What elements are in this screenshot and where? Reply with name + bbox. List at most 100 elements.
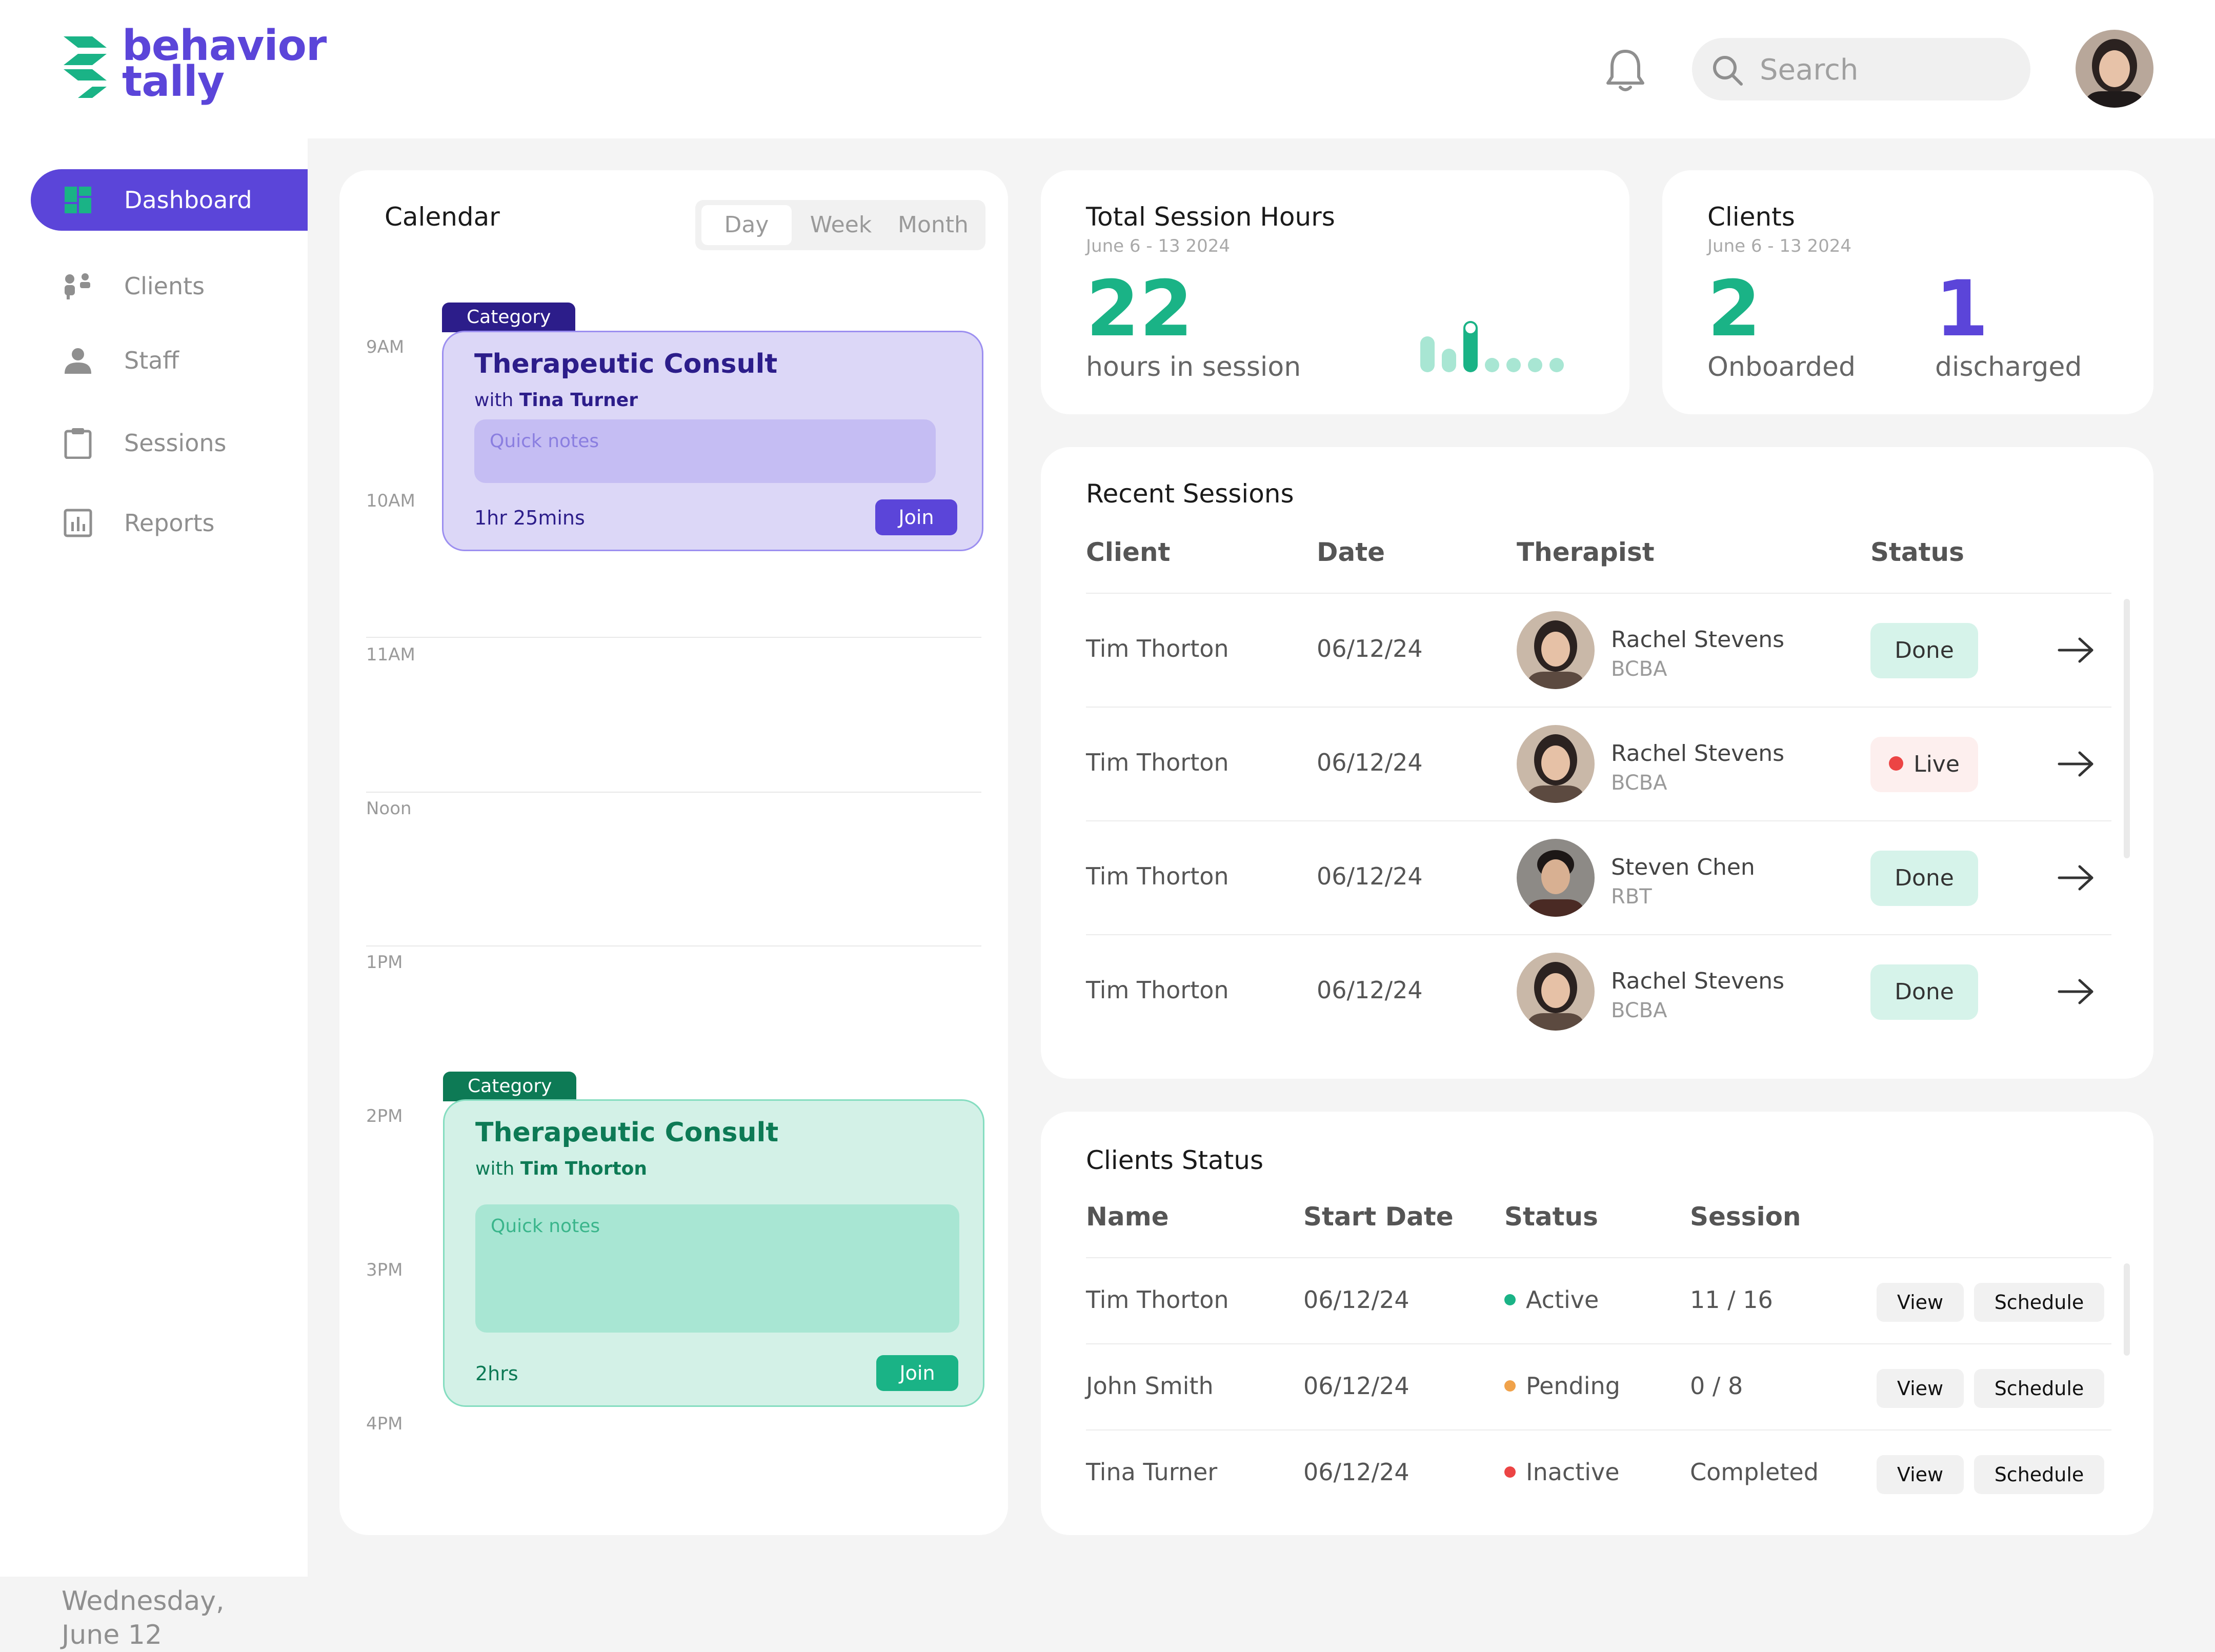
clients-summary-title: Clients (1707, 202, 1795, 232)
hour-label: 3PM (366, 1260, 403, 1280)
therapist-name: Rachel Stevens (1611, 968, 1785, 994)
column-header-status: Status (1504, 1202, 1598, 1232)
sidebar-item-sessions[interactable]: Sessions (31, 412, 308, 474)
client-start-date: 06/12/24 (1303, 1372, 1409, 1400)
clients-status-card: Clients Status Name Start Date Status Se… (1041, 1112, 2153, 1535)
notification-bell-icon[interactable] (1605, 47, 1646, 93)
column-header-start-date: Start Date (1303, 1202, 1454, 1232)
search-bar[interactable] (1692, 38, 2030, 100)
top-bar: behavior tally (0, 0, 2215, 138)
row-divider (1086, 1429, 2111, 1431)
client-session-count: Completed (1690, 1458, 1819, 1486)
event-with-name: Tim Thorton (520, 1158, 648, 1179)
calendar-view-month[interactable]: Month (898, 212, 969, 238)
sidebar-item-reports[interactable]: Reports (31, 492, 308, 554)
status-badge: Done (1870, 623, 1978, 678)
hour-divider (366, 637, 981, 638)
reports-icon (63, 508, 93, 538)
session-client: Tim Thorton (1086, 862, 1229, 890)
event-with-prefix: with (475, 1158, 515, 1179)
event-with-prefix: with (474, 390, 514, 411)
calendar-title: Calendar (385, 202, 500, 232)
brand-logo[interactable]: behavior tally (61, 25, 327, 110)
status-dot-icon (1504, 1466, 1516, 1478)
sidebar-item-label: Staff (124, 347, 179, 374)
scrollbar[interactable] (2124, 599, 2130, 858)
session-date: 06/12/24 (1317, 862, 1423, 890)
therapist-role: BCBA (1611, 999, 1667, 1022)
event-duration: 1hr 25mins (474, 507, 585, 529)
sidebar-item-clients[interactable]: Clients (31, 255, 308, 317)
therapist-avatar (1517, 839, 1595, 917)
therapist-name: Rachel Stevens (1611, 627, 1785, 653)
therapist-role: RBT (1611, 885, 1652, 909)
search-icon (1713, 56, 1743, 86)
session-date: 06/12/24 (1317, 635, 1423, 662)
calendar-view-week[interactable]: Week (810, 212, 872, 238)
status-badge: Live (1870, 737, 1978, 792)
column-header-therapist: Therapist (1517, 537, 1655, 567)
session-client: Tim Thorton (1086, 749, 1229, 776)
client-name: Tina Turner (1086, 1458, 1218, 1486)
logo-mark-icon (64, 36, 107, 98)
calendar-event[interactable]: Therapeutic Consult with Tim Thorton Qui… (443, 1099, 984, 1407)
sidebar-item-dashboard[interactable]: Dashboard (31, 169, 308, 231)
calendar-card: Calendar Day Week Month 9AM 10AM 11AM No… (339, 170, 1008, 1535)
view-button[interactable]: View (1877, 1455, 1964, 1494)
sidebar-item-label: Sessions (124, 429, 227, 457)
scrollbar[interactable] (2124, 1263, 2130, 1356)
join-button[interactable]: Join (875, 499, 957, 535)
client-session-count: 0 / 8 (1690, 1372, 1743, 1400)
hour-divider (366, 792, 981, 793)
arrow-right-icon[interactable] (2056, 635, 2097, 666)
therapist-name: Steven Chen (1611, 854, 1755, 880)
client-session-count: 11 / 16 (1690, 1286, 1773, 1314)
client-status: Pending (1504, 1372, 1620, 1400)
calendar-event[interactable]: Therapeutic Consult with Tina Turner Qui… (442, 331, 983, 551)
calendar-view-day[interactable]: Day (701, 205, 792, 245)
client-name: John Smith (1086, 1372, 1214, 1400)
brand-name: behavior tally (122, 25, 327, 103)
arrow-right-icon[interactable] (2056, 749, 2097, 779)
event-with-name: Tina Turner (519, 390, 638, 411)
column-header-date: Date (1317, 537, 1385, 567)
sidebar-item-label: Reports (124, 509, 215, 537)
therapist-avatar (1517, 611, 1595, 689)
live-indicator-icon (1889, 756, 1904, 771)
therapist-role: BCBA (1611, 657, 1667, 681)
schedule-button[interactable]: Schedule (1974, 1283, 2104, 1322)
column-header-status: Status (1870, 537, 1964, 567)
clients-icon (63, 271, 93, 301)
row-divider (1086, 1343, 2111, 1344)
arrow-right-icon[interactable] (2056, 862, 2097, 893)
dashboard-icon (63, 185, 93, 215)
search-input[interactable] (1759, 48, 2017, 91)
arrow-right-icon[interactable] (2056, 976, 2097, 1007)
client-status: Inactive (1504, 1458, 1620, 1486)
join-button[interactable]: Join (876, 1355, 958, 1391)
event-quick-notes[interactable]: Quick notes (475, 1204, 959, 1333)
clients-summary-date-range: June 6 - 13 2024 (1707, 236, 1851, 256)
therapist-avatar (1517, 953, 1595, 1031)
view-button[interactable]: View (1877, 1283, 1964, 1322)
session-hours-sparkline-icon (1420, 321, 1564, 372)
user-avatar[interactable] (2076, 30, 2153, 108)
session-client: Tim Thorton (1086, 976, 1229, 1004)
session-date: 06/12/24 (1317, 749, 1423, 776)
client-status-label: Active (1526, 1286, 1599, 1314)
schedule-button[interactable]: Schedule (1974, 1369, 2104, 1408)
sidebar: Dashboard Clients Staff (0, 138, 308, 1650)
calendar-view-switcher: Day Week Month (695, 200, 985, 250)
sidebar-item-label: Dashboard (124, 186, 252, 214)
staff-icon (63, 345, 93, 376)
event-quick-notes[interactable]: Quick notes (474, 419, 936, 483)
view-button[interactable]: View (1877, 1369, 1964, 1408)
schedule-button[interactable]: Schedule (1974, 1455, 2104, 1494)
therapist-role: BCBA (1611, 771, 1667, 795)
sidebar-item-staff[interactable]: Staff (31, 330, 308, 391)
therapist-avatar (1517, 725, 1595, 803)
row-divider (1086, 820, 2111, 821)
event-duration: 2hrs (475, 1362, 518, 1385)
recent-sessions-title: Recent Sessions (1086, 479, 1294, 509)
therapist-name: Rachel Stevens (1611, 740, 1785, 767)
